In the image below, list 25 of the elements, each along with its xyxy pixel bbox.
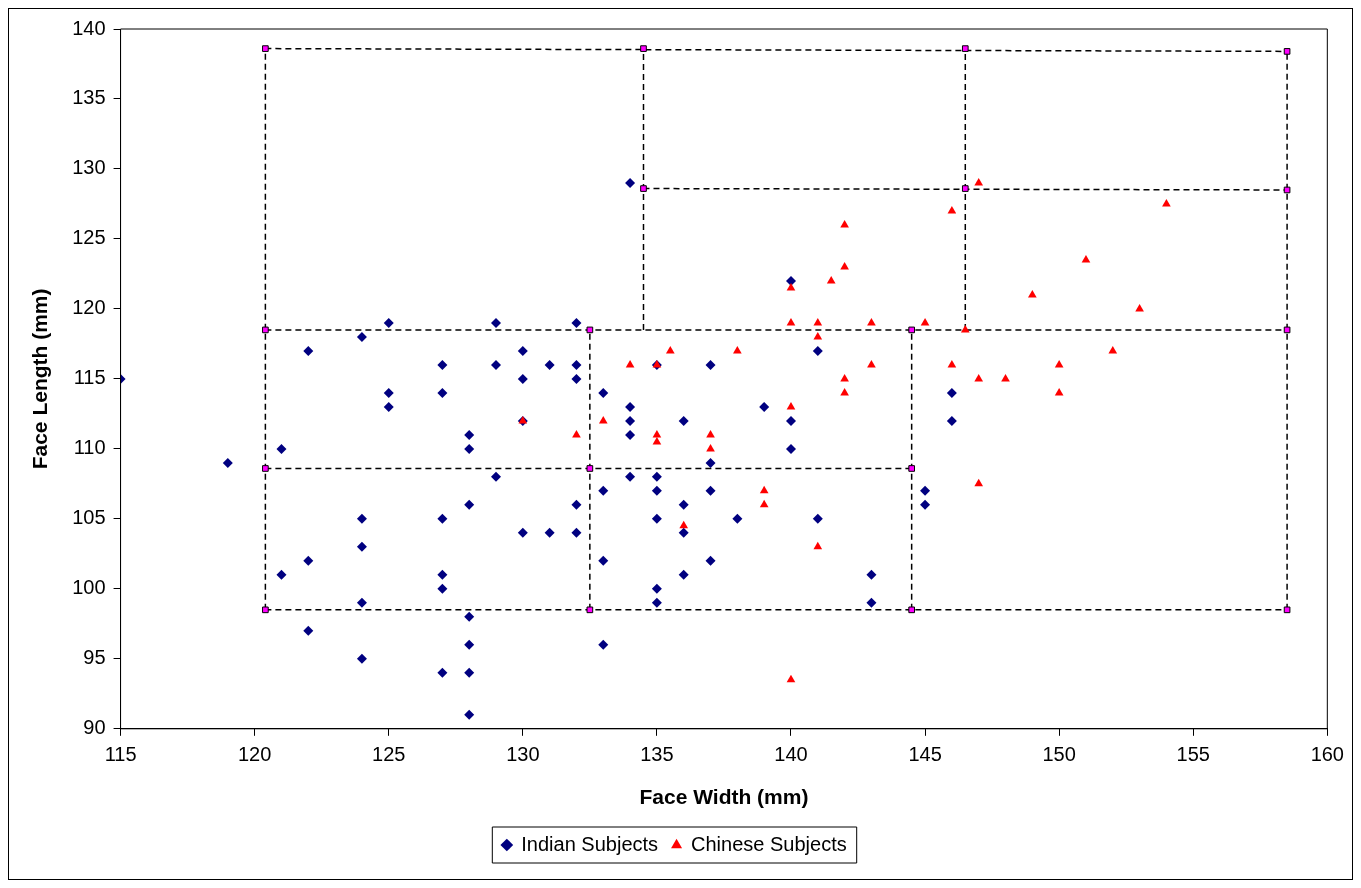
y-tick-label: 95: [83, 646, 106, 669]
x-tick-label: 130: [506, 743, 540, 766]
x-tick-label: 155: [1176, 743, 1210, 766]
y-tick-label: 100: [72, 576, 106, 599]
y-tick-label: 140: [72, 16, 106, 39]
x-tick-label: 135: [640, 743, 674, 766]
y-tick-label: 135: [72, 86, 106, 109]
y-tick-label: 110: [73, 436, 106, 459]
x-tick-label: 150: [1042, 743, 1076, 766]
y-tick-label: 130: [72, 156, 106, 179]
x-axis-title: Face Width (mm): [639, 785, 809, 809]
x-tick-label: 125: [372, 743, 406, 766]
y-tick-label: 105: [72, 506, 106, 529]
legend-label: Chinese Subjects: [691, 832, 847, 855]
legend-label: Indian Subjects: [521, 832, 659, 855]
y-tick-label: 115: [73, 366, 106, 389]
y-tick-label: 125: [72, 226, 106, 249]
x-tick-label: 120: [237, 743, 272, 766]
x-tick-label: 160: [1310, 743, 1344, 766]
x-tick-label: 140: [774, 743, 808, 766]
x-tick-label: 115: [104, 743, 137, 766]
x-tick-label: 145: [908, 743, 942, 766]
y-tick-label: 120: [72, 296, 106, 319]
y-axis-title: Face Length (mm): [28, 288, 52, 470]
y-tick-label: 90: [83, 716, 106, 739]
